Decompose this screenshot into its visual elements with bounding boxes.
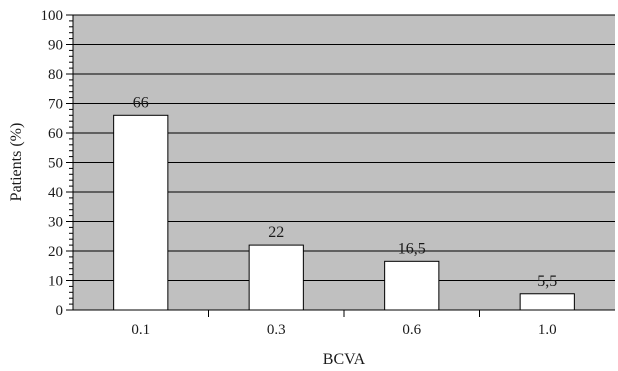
y-tick-label: 0: [56, 303, 64, 319]
x-tick-label: 1.0: [538, 322, 557, 338]
y-axis: 0 10 20 30 40 50 60 70 80 90 100: [41, 8, 74, 319]
data-label: 66: [133, 94, 149, 111]
data-labels: 66 22 16,5 5,5: [133, 94, 558, 289]
bar-0.6: [384, 260, 440, 311]
x-tick-label: 0.3: [267, 322, 286, 338]
y-tick-label: 20: [48, 244, 63, 260]
bars: [113, 114, 575, 311]
x-axis: 0.1 0.3 0.6 1.0: [66, 309, 615, 338]
y-tick-label: 70: [48, 97, 63, 113]
y-tick-label: 30: [48, 215, 63, 231]
data-label: 16,5: [398, 240, 426, 257]
bar-0.1: [113, 114, 169, 311]
y-tick-label: 60: [48, 126, 63, 142]
x-tick-label: 0.6: [402, 322, 421, 338]
data-label: 22: [268, 224, 284, 241]
data-label: 5,5: [537, 273, 557, 290]
y-tick-label: 10: [48, 274, 63, 290]
y-tick-label: 100: [41, 8, 64, 24]
bar-1.0: [519, 293, 575, 311]
x-tick-label: 0.1: [131, 322, 150, 338]
y-axis-title: Patients (%): [8, 123, 25, 202]
y-tick-label: 80: [48, 67, 63, 83]
bar-0.3: [248, 244, 304, 311]
y-tick-label: 90: [48, 38, 63, 54]
y-tick-label: 40: [48, 185, 63, 201]
y-tick-label: 50: [48, 156, 63, 172]
x-axis-title: BCVA: [323, 351, 366, 368]
